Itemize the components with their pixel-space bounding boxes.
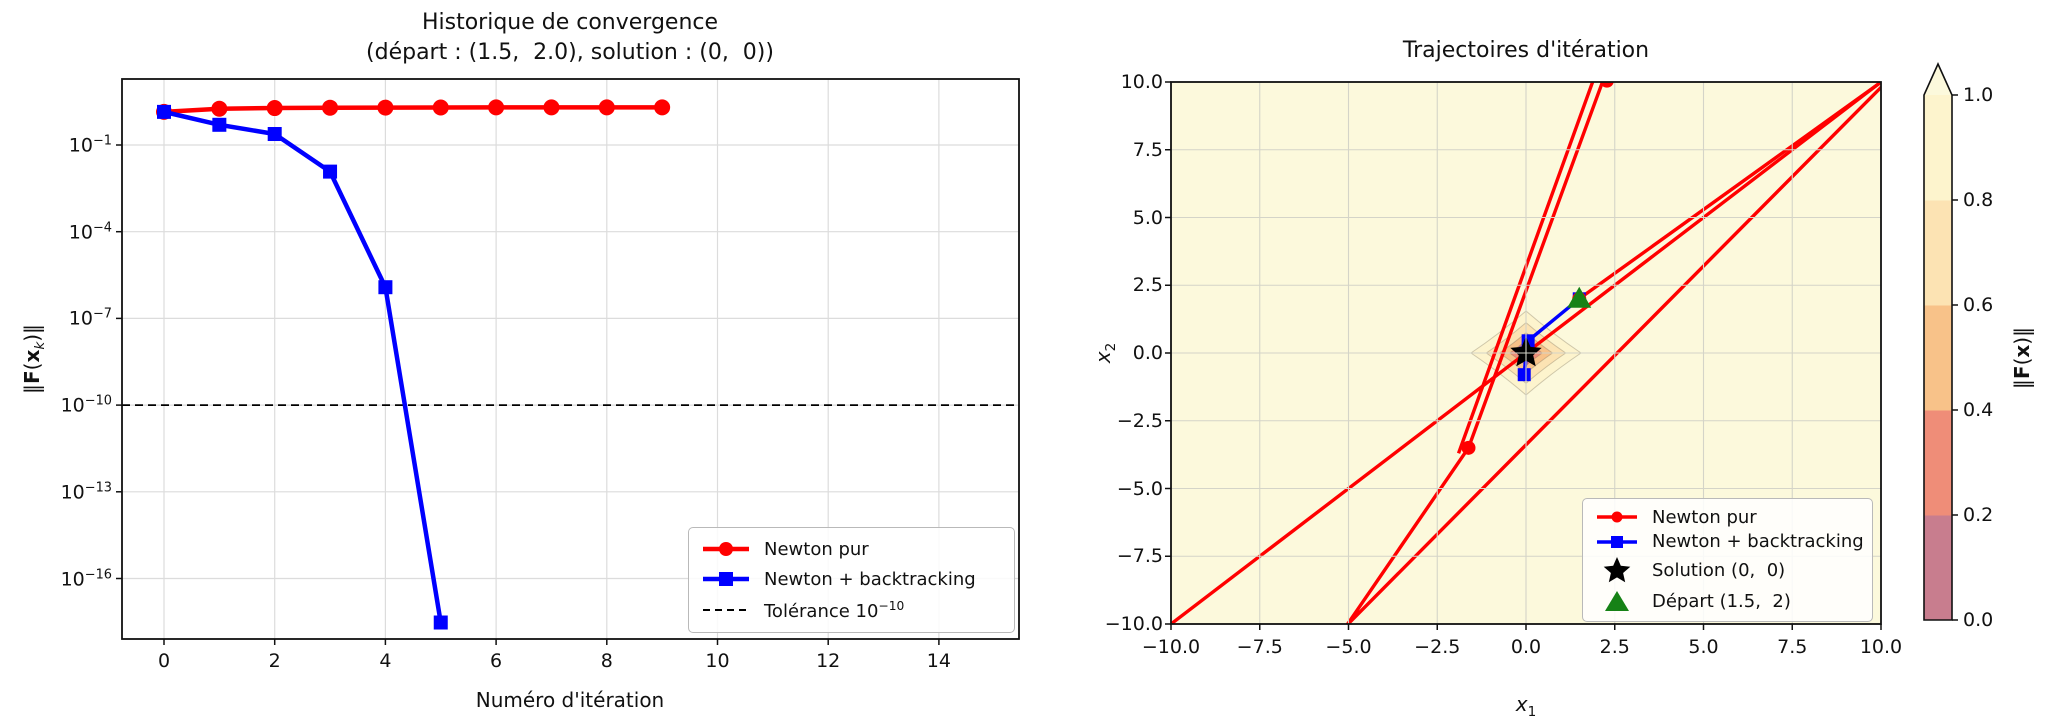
tick-label: 0.0 [1510, 636, 1542, 658]
tick-label: 5.0 [1132, 206, 1163, 229]
tick-label: 2.5 [1132, 274, 1163, 297]
newton-pur-line-icon [1597, 511, 1637, 523]
tick-label: 0 [157, 650, 171, 672]
legend-item-backtracking: Newton + backtracking [701, 569, 1002, 590]
tick-label: −7.5 [1116, 545, 1163, 568]
tick-label: 10−16 [60, 566, 112, 591]
tick-label: −10.0 [1141, 636, 1201, 658]
legend-item-newton-pur: Newton pur [1595, 507, 1860, 528]
tick-label: −5.0 [1325, 636, 1372, 658]
right-plot-legend: Newton pur Newton + backtracking Solutio… [1582, 498, 1873, 622]
legend-label: Newton + backtracking [764, 568, 976, 590]
tick-label: 8 [600, 650, 613, 672]
tick-label: 10−10 [60, 393, 112, 417]
tick-label: 5.0 [1688, 636, 1719, 658]
tolerance-dashed-line-icon [703, 609, 749, 611]
colorbar [1923, 62, 1958, 621]
tick-label: −5.0 [1116, 477, 1163, 500]
tick-label: 7.5 [1132, 138, 1163, 161]
backtracking-line-icon [1597, 535, 1637, 548]
convergence-plot-area [116, 78, 1020, 645]
legend-item-tolerance: Tolérance 10−10 [701, 599, 1002, 622]
legend-item-solution: Solution (0, 0) [1595, 556, 1860, 586]
legend-label: Newton pur [764, 538, 869, 560]
left-plot-subtitle: (départ : (1.5, 2.0), solution : (0, 0)) [366, 40, 774, 65]
tick-label: 10−4 [68, 220, 112, 244]
legend-item-newton-pur: Newton pur [701, 539, 1002, 560]
tick-label: 2.5 [1599, 636, 1630, 658]
tick-label: 14 [926, 650, 951, 672]
tick-label: −2.5 [1116, 409, 1163, 432]
legend-item-start: Départ (1.5, 2) [1595, 589, 1860, 613]
left-plot-title: Historique de convergence [421, 10, 719, 35]
legend-label: Départ (1.5, 2) [1652, 590, 1791, 612]
tick-label: 2 [268, 650, 281, 672]
tick-label: 0.2 [1963, 504, 1994, 526]
tick-label: 12 [816, 650, 841, 672]
tick-label: 4 [379, 650, 392, 672]
tick-label: −10.0 [1104, 613, 1163, 635]
tick-label: 10−7 [68, 306, 112, 331]
colorbar-label: ‖F(x)‖ [2010, 326, 2034, 390]
tick-label: 0.4 [1963, 399, 1994, 421]
tick-label: 0.8 [1963, 189, 1994, 211]
tick-label: 10−13 [60, 480, 112, 504]
tick-label: 7.5 [1777, 636, 1808, 658]
tick-label: 10.0 [1120, 71, 1163, 93]
tick-label: 6 [490, 650, 503, 672]
newton-pur-line-icon [703, 542, 749, 556]
tick-label: 0.0 [1963, 609, 1994, 631]
right-plot-title: Trajectoires d'itération [1402, 38, 1650, 63]
tick-label: −2.5 [1414, 636, 1461, 658]
left-plot-legend: Newton pur Newton + backtracking Toléran… [688, 527, 1015, 633]
tick-label: 10 [705, 650, 730, 672]
legend-label: Newton + backtracking [1652, 531, 1864, 553]
tick-label: 10.0 [1859, 636, 1903, 658]
solution-star-icon [1603, 556, 1631, 583]
left-plot-xlabel: Numéro d'itération [475, 688, 665, 712]
tick-label: −7.5 [1236, 636, 1283, 658]
legend-item-backtracking: Newton + backtracking [1595, 531, 1864, 552]
right-plot-xlabel: x1 [1515, 692, 1537, 720]
tick-label: 0.6 [1963, 294, 1994, 316]
tick-label: 10−1 [68, 133, 112, 157]
legend-label: Solution (0, 0) [1652, 560, 1786, 582]
tick-label: 0.0 [1132, 342, 1163, 364]
start-triangle-icon [1605, 591, 1629, 612]
backtracking-line-icon [703, 572, 749, 586]
legend-label: Newton pur [1652, 506, 1757, 528]
legend-label: Tolérance 10−10 [764, 598, 905, 622]
left-plot-ylabel: ‖F(xk)‖ [20, 323, 48, 395]
tick-label: 1.0 [1963, 84, 1994, 106]
